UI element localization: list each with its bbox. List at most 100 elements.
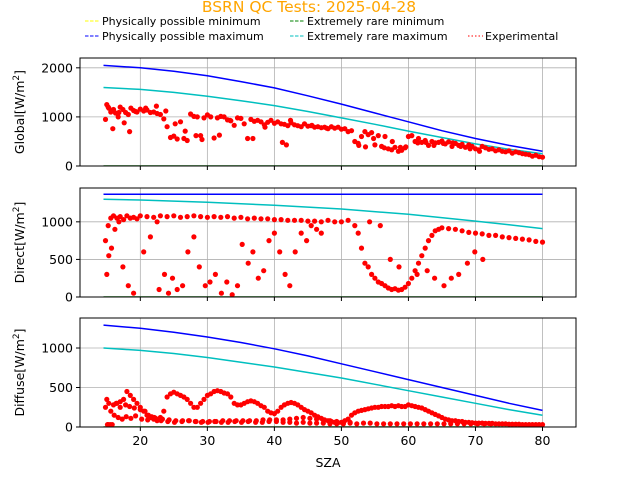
data-point (133, 413, 139, 419)
data-point (300, 414, 306, 421)
data-point (212, 271, 218, 277)
data-point (307, 415, 313, 421)
data-point (117, 214, 123, 220)
legend-entry: Extremely rare maximum (290, 30, 448, 43)
data-point (467, 146, 473, 152)
data-point (381, 145, 387, 151)
data-point (258, 119, 264, 125)
data-point (261, 268, 267, 274)
data-point (332, 219, 338, 225)
data-point (305, 218, 311, 224)
data-point (474, 421, 481, 427)
data-point (261, 404, 267, 410)
data-point (539, 154, 546, 160)
data-point (312, 218, 318, 224)
data-point (431, 142, 437, 148)
data-point (396, 264, 402, 270)
x-tick-label: 50 (333, 433, 349, 448)
data-point (308, 223, 314, 229)
data-point (117, 399, 123, 405)
data-point (198, 214, 204, 220)
data-point (240, 418, 246, 424)
data-point (213, 418, 219, 425)
series-line (103, 64, 543, 153)
legend-label: Extremely rare minimum (307, 15, 444, 28)
data-point (157, 213, 163, 219)
data-point (260, 417, 266, 423)
data-point (279, 139, 285, 145)
y-axis-label: Diffuse[W/m2] (12, 328, 27, 416)
data-point (309, 122, 315, 128)
chart-panels: 010002000Global[W/m2]05001000Direct[W/m2… (12, 57, 577, 448)
data-point (231, 215, 237, 221)
data-point (458, 143, 464, 149)
data-point (224, 391, 231, 397)
data-point (201, 115, 207, 121)
data-point (193, 418, 199, 425)
data-point (338, 219, 344, 225)
data-point (461, 421, 467, 427)
data-point (125, 111, 131, 118)
data-point (174, 286, 180, 293)
data-point (199, 136, 205, 143)
y-tick-label: 0 (65, 420, 73, 435)
y-tick-label: 0 (65, 290, 73, 305)
legend: Physically possible minimum Physically po… (85, 15, 558, 43)
data-point (369, 271, 375, 277)
data-point (266, 238, 272, 244)
data-point (432, 275, 438, 281)
data-point (456, 271, 462, 277)
data-point (493, 232, 499, 238)
data-point (216, 132, 222, 138)
data-point (166, 417, 172, 423)
data-point (233, 418, 239, 424)
data-point (409, 275, 415, 281)
data-point (115, 414, 121, 421)
data-point (352, 223, 358, 229)
y-axis-label: Direct[W/m2] (12, 202, 27, 284)
data-point (340, 419, 346, 425)
experimental-series (102, 213, 546, 297)
data-point (229, 292, 235, 297)
data-point (287, 416, 293, 422)
data-point (459, 228, 465, 234)
data-point (169, 275, 176, 281)
data-point (258, 216, 264, 222)
data-point (245, 216, 251, 222)
data-point (283, 142, 289, 148)
data-point (360, 420, 367, 426)
data-point (365, 264, 371, 270)
data-point (231, 122, 237, 128)
data-point (198, 133, 204, 139)
data-point (278, 217, 284, 223)
data-point (403, 144, 409, 150)
data-point (468, 421, 474, 427)
data-point (180, 283, 186, 289)
data-point (221, 114, 227, 120)
data-point (327, 418, 333, 424)
data-point (401, 421, 407, 427)
data-point (188, 400, 194, 406)
y-tick-label: 1000 (41, 341, 73, 356)
data-point (115, 114, 121, 120)
data-point (362, 129, 368, 135)
y-tick-label: 2000 (41, 60, 73, 75)
data-point (194, 404, 200, 410)
data-point (123, 402, 129, 408)
data-point (154, 219, 160, 225)
data-point (397, 144, 403, 150)
data-point (174, 136, 180, 142)
data-point (454, 421, 460, 427)
data-point (367, 420, 373, 426)
data-point (293, 415, 300, 421)
data-point (325, 217, 331, 223)
data-point (387, 421, 393, 427)
data-point (204, 214, 210, 220)
legend-label: Experimental (485, 30, 558, 43)
data-point (499, 234, 505, 240)
data-point (164, 124, 170, 130)
data-point (172, 121, 178, 127)
chart-title: BSRN QC Tests: 2025-04-28 (202, 0, 416, 16)
series-line (103, 324, 543, 412)
data-point (362, 260, 368, 266)
